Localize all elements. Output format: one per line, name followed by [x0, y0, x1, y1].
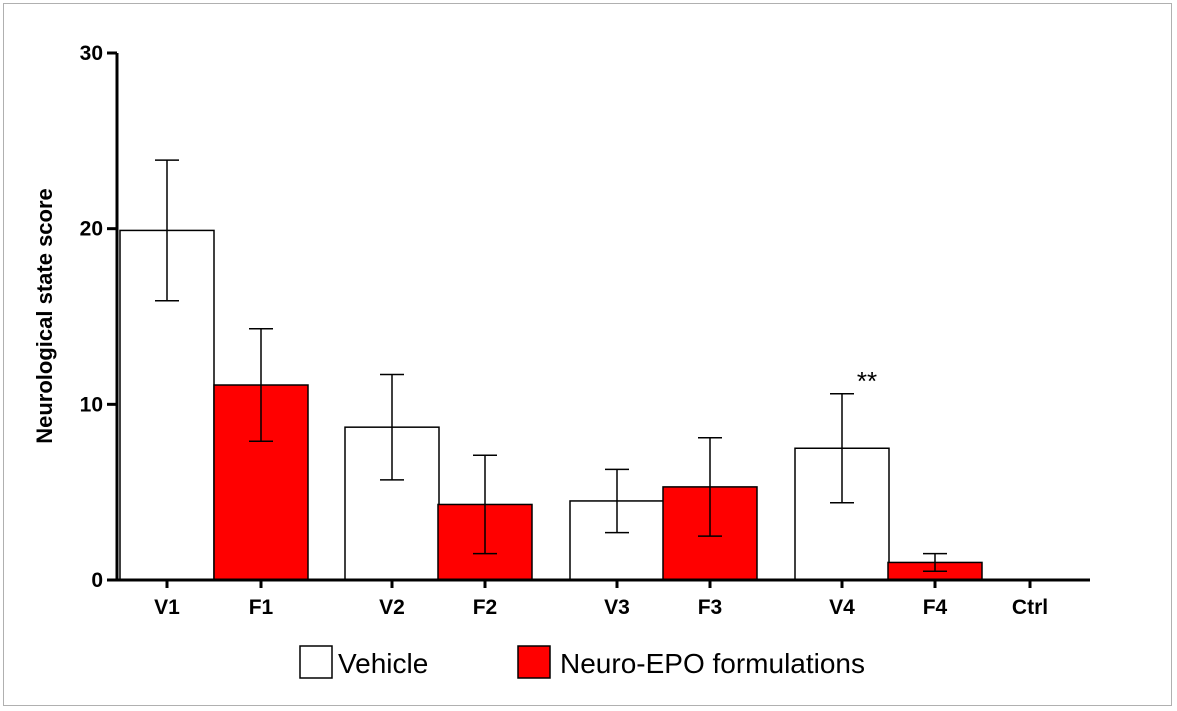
x-tick-label-v1: V1 — [154, 596, 180, 619]
y-tick-label-10: 10 — [80, 393, 103, 416]
x-tick-label-v2: V2 — [379, 596, 405, 619]
x-tick-label-f4: F4 — [923, 596, 948, 619]
legend-label-vehicle: Vehicle — [338, 648, 428, 679]
legend-label-neuro-epo: Neuro-EPO formulations — [560, 648, 865, 679]
x-tick-label-f2: F2 — [473, 596, 498, 619]
x-tick-label-v4: V4 — [829, 596, 855, 619]
x-tick-label-v3: V3 — [604, 596, 630, 619]
x-tick-label-f3: F3 — [698, 596, 723, 619]
legend-swatch-vehicle — [299, 645, 333, 679]
x-tick-label-f1: F1 — [249, 596, 274, 619]
x-tick-label-ctrl: Ctrl — [1012, 596, 1048, 619]
y-tick-label-20: 20 — [80, 218, 103, 241]
significance-annotation: ** — [857, 366, 877, 396]
y-axis-label: Neurological state score — [32, 188, 57, 444]
legend: Vehicle Neuro-EPO formulations — [299, 645, 865, 679]
legend-swatch-neuro-epo — [517, 645, 551, 679]
y-tick-label-0: 0 — [91, 569, 103, 592]
y-tick-label-30: 30 — [80, 42, 103, 65]
figure-border — [3, 3, 1172, 706]
